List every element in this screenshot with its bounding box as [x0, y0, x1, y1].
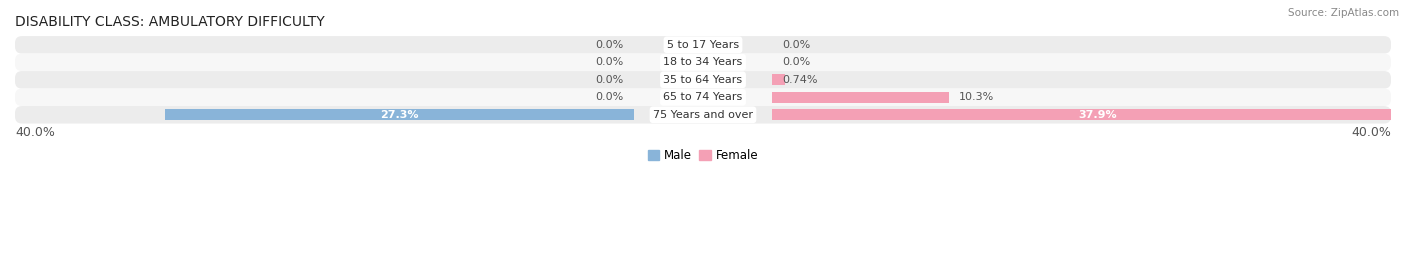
Bar	[772, 75, 785, 85]
FancyBboxPatch shape	[15, 71, 1391, 89]
Text: 65 to 74 Years: 65 to 74 Years	[664, 92, 742, 102]
Text: 0.0%: 0.0%	[596, 92, 624, 102]
Text: 5 to 17 Years: 5 to 17 Years	[666, 40, 740, 50]
Text: 40.0%: 40.0%	[1351, 126, 1391, 139]
Text: 0.0%: 0.0%	[596, 40, 624, 50]
Bar	[772, 92, 949, 103]
FancyBboxPatch shape	[15, 36, 1391, 54]
Text: DISABILITY CLASS: AMBULATORY DIFFICULTY: DISABILITY CLASS: AMBULATORY DIFFICULTY	[15, 15, 325, 29]
Legend: Male, Female: Male, Female	[643, 144, 763, 167]
FancyBboxPatch shape	[15, 106, 1391, 123]
Text: 40.0%: 40.0%	[15, 126, 55, 139]
Bar	[772, 109, 1406, 120]
Bar	[165, 109, 634, 120]
Text: 0.0%: 0.0%	[596, 57, 624, 67]
Text: Source: ZipAtlas.com: Source: ZipAtlas.com	[1288, 8, 1399, 18]
Text: 37.9%: 37.9%	[1078, 110, 1116, 120]
FancyBboxPatch shape	[15, 54, 1391, 71]
Text: 75 Years and over: 75 Years and over	[652, 110, 754, 120]
FancyBboxPatch shape	[15, 89, 1391, 106]
Text: 35 to 64 Years: 35 to 64 Years	[664, 75, 742, 85]
Text: 0.0%: 0.0%	[782, 57, 810, 67]
Text: 18 to 34 Years: 18 to 34 Years	[664, 57, 742, 67]
Text: 0.74%: 0.74%	[782, 75, 818, 85]
Text: 27.3%: 27.3%	[380, 110, 419, 120]
Text: 0.0%: 0.0%	[782, 40, 810, 50]
Text: 0.0%: 0.0%	[596, 75, 624, 85]
Text: 10.3%: 10.3%	[959, 92, 994, 102]
